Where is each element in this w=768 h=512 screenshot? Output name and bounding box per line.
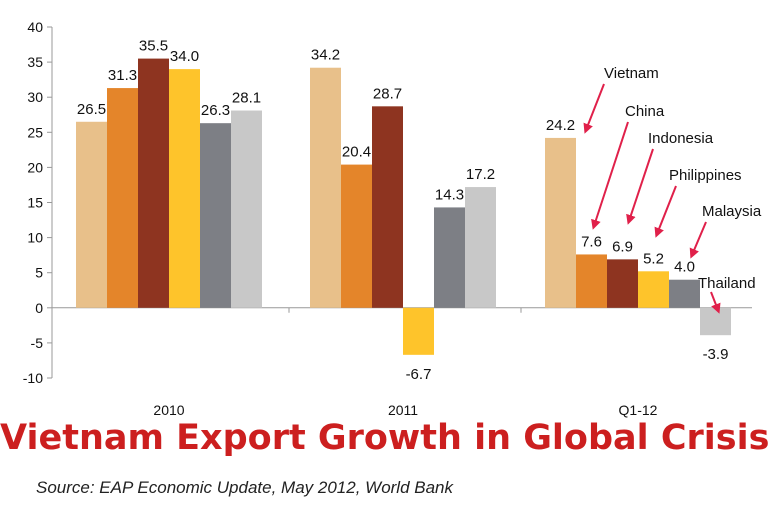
chart-title: Vietnam Export Growth in Global Crisis xyxy=(0,418,768,458)
data-label: 26.5 xyxy=(77,101,106,118)
bar-indonesia-q1-12 xyxy=(607,259,638,308)
annotation-malaysia: Malaysia xyxy=(702,203,762,220)
bar-malaysia-2010 xyxy=(200,123,231,308)
annotation-arrow xyxy=(583,83,605,134)
y-tick-label: 20 xyxy=(27,159,43,175)
data-label: 26.3 xyxy=(201,102,230,119)
bar-philippines-q1-12 xyxy=(638,271,669,308)
bar-chart: 40 35 30 25 20 15 10 5 0 -5 -10 2010 2011 Q1-12 26.5… xyxy=(23,19,762,418)
data-label: 20.4 xyxy=(342,144,371,161)
y-tick-label: 5 xyxy=(35,265,43,281)
data-label: 34.0 xyxy=(170,48,199,65)
bar-china-2011 xyxy=(341,164,372,308)
data-label: 24.2 xyxy=(546,117,575,134)
y-tick-label: 25 xyxy=(27,124,43,140)
data-label: 31.3 xyxy=(108,67,137,84)
data-label: 28.7 xyxy=(373,85,402,102)
bar-philippines-2010 xyxy=(169,69,200,308)
annotation-indonesia: Indonesia xyxy=(648,130,714,147)
bar-vietnam-2010 xyxy=(76,121,107,308)
bar-philippines-2011 xyxy=(403,307,434,355)
bar-vietnam-q1-12 xyxy=(545,137,576,308)
bar-vietnam-2011 xyxy=(310,67,341,308)
annotation-thailand: Thailand xyxy=(698,275,756,292)
y-tick-label: 40 xyxy=(27,19,43,35)
data-label: -3.9 xyxy=(703,346,729,363)
y-tick-label: -10 xyxy=(23,370,43,386)
y-tick-label: -5 xyxy=(31,335,44,351)
bar-malaysia-2011 xyxy=(434,207,465,308)
y-tick-label: 15 xyxy=(27,195,43,211)
x-axis: 2010 2011 Q1-12 xyxy=(52,307,752,418)
data-label: 7.6 xyxy=(581,233,602,250)
bar-thailand-q1-12 xyxy=(700,307,731,336)
bar-malaysia-q1-12 xyxy=(669,279,700,308)
y-tick-label: 10 xyxy=(27,230,43,246)
data-label: 34.2 xyxy=(311,47,340,64)
bar-china-2010 xyxy=(107,88,138,308)
annotation-philippines: Philippines xyxy=(669,167,742,184)
annotation-arrow xyxy=(626,148,654,225)
data-label: 4.0 xyxy=(674,259,695,276)
data-label: 5.2 xyxy=(643,250,664,267)
x-category-label: 2011 xyxy=(388,402,418,418)
y-tick-label: 30 xyxy=(27,89,43,105)
bar-thailand-2011 xyxy=(465,187,496,308)
annotations: Vietnam China Indonesia Philippines Malaysia… xyxy=(583,65,762,314)
bar-china-q1-12 xyxy=(576,254,607,308)
data-label: -6.7 xyxy=(406,366,432,383)
y-tick-label: 35 xyxy=(27,54,43,70)
source-note: Source: EAP Economic Update, May 2012, W… xyxy=(36,478,454,497)
data-label: 14.3 xyxy=(435,186,464,203)
annotation-arrow xyxy=(689,221,707,259)
x-category-label: Q1-12 xyxy=(619,402,658,418)
annotation-vietnam: Vietnam xyxy=(604,65,659,82)
data-labels: 26.5 34.2 24.2 31.3 20.4 7.6 35.5 28.7 6.9 34.0 -6… xyxy=(77,38,729,383)
data-label: 6.9 xyxy=(612,238,633,255)
bars xyxy=(76,58,731,355)
annotation-arrow xyxy=(654,185,677,238)
annotation-china: China xyxy=(625,103,665,120)
data-label: 17.2 xyxy=(466,166,495,183)
bar-indonesia-2010 xyxy=(138,58,169,308)
y-tick-label: 0 xyxy=(35,300,43,316)
data-label: 35.5 xyxy=(139,38,168,55)
data-label: 28.1 xyxy=(232,90,261,107)
annotation-arrow xyxy=(591,121,629,230)
bar-indonesia-2011 xyxy=(372,106,403,308)
y-axis: 40 35 30 25 20 15 10 5 0 -5 -10 xyxy=(23,19,53,386)
bar-thailand-2010 xyxy=(231,110,262,308)
x-category-label: 2010 xyxy=(153,402,184,418)
annotation-arrow xyxy=(710,291,721,314)
